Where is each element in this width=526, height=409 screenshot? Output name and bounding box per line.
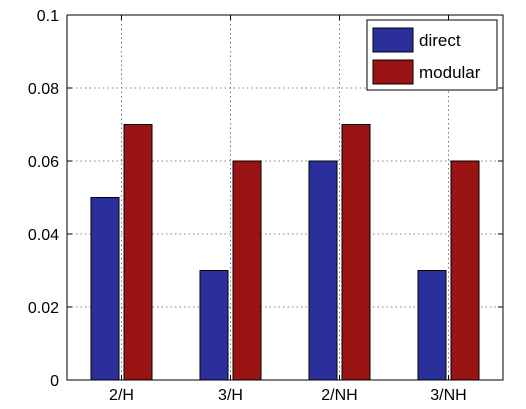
x-tick-label: 3/NH (430, 387, 466, 404)
legend-label-modular: modular (419, 63, 481, 82)
bar-direct-2/H (90, 197, 120, 381)
y-axis-tick-labels: 0 0.02 0.04 0.06 0.08 0.1 (28, 8, 59, 390)
y-tick-label: 0.02 (28, 300, 59, 317)
y-tick-label: 0.06 (28, 154, 59, 171)
axis-ticks (67, 14, 503, 381)
y-tick-label: 0.08 (28, 81, 59, 98)
y-tick-label: 0.1 (37, 8, 59, 25)
legend: direct modular (366, 19, 498, 91)
bar-modular-2/H (123, 124, 153, 381)
x-tick-label: 3/H (218, 387, 243, 404)
bar-direct-3/NH (417, 270, 447, 381)
legend-swatch-direct (372, 27, 414, 53)
x-axis-tick-labels: 2/H 3/H 2/NH 3/NH (109, 387, 467, 404)
bar-modular-2/NH (341, 124, 371, 381)
y-tick-label: 0.04 (28, 227, 59, 244)
plot-area-frame (66, 14, 504, 381)
bars (90, 124, 480, 381)
bar-modular-3/H (232, 160, 262, 381)
x-tick-label: 2/NH (321, 387, 357, 404)
y-tick-label: 0 (50, 373, 59, 390)
legend-swatch-modular (372, 59, 414, 85)
bar-direct-2/NH (308, 160, 338, 381)
x-tick-label: 2/H (109, 387, 134, 404)
bar-direct-3/H (199, 270, 229, 381)
bar-modular-3/NH (450, 160, 480, 381)
legend-label-direct: direct (419, 31, 461, 50)
